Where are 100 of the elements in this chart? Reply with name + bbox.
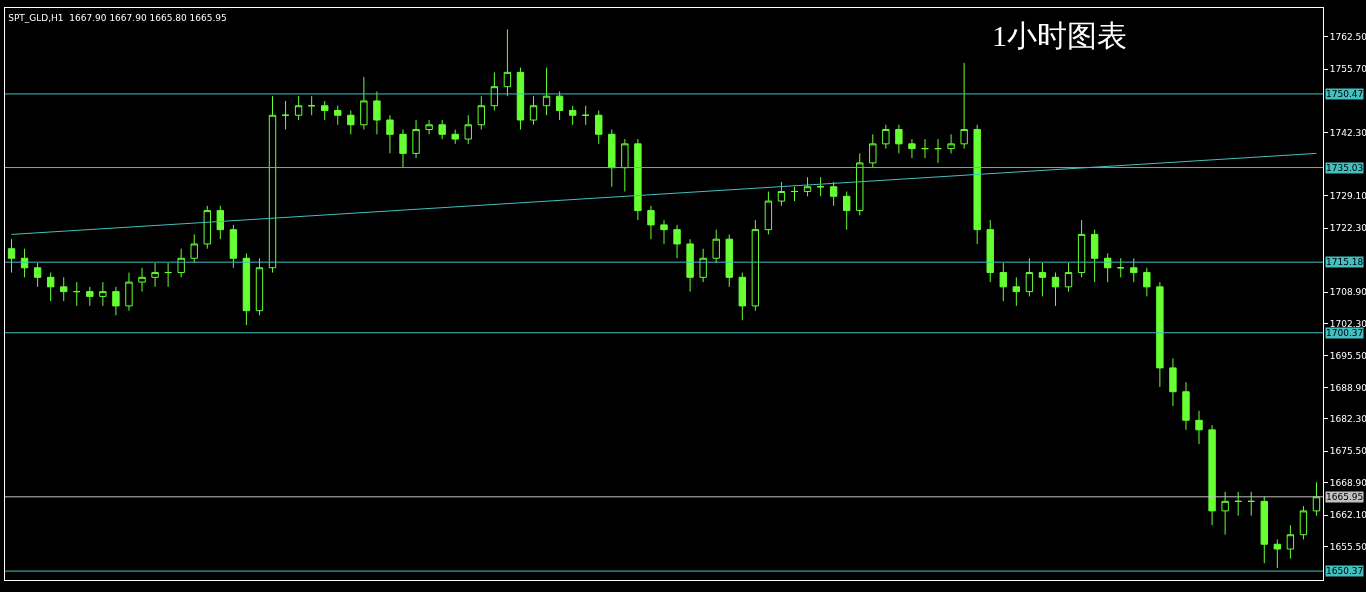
candlestick [373, 90, 381, 135]
candlestick [321, 100, 329, 121]
candlestick [7, 238, 16, 274]
candlestick [516, 67, 525, 131]
candlestick [1286, 524, 1295, 560]
ref-line-label: 1735.03 [1326, 163, 1364, 173]
candlestick [777, 181, 786, 207]
candlestick [477, 95, 485, 131]
candlestick [73, 281, 81, 307]
candlestick [555, 90, 564, 121]
candlestick [399, 129, 407, 169]
candlestick [164, 262, 172, 288]
candlestick [882, 124, 890, 150]
candlestick [190, 233, 198, 264]
candlestick [33, 262, 42, 288]
candlestick [125, 272, 133, 312]
candlestick [46, 272, 55, 302]
candlestick [1064, 262, 1073, 293]
candlestick [86, 286, 94, 307]
candlestick [60, 276, 68, 302]
candlestick [816, 176, 825, 197]
candlestick [1208, 424, 1216, 526]
y-tick-label: 1722.30 [1329, 223, 1366, 234]
candlestick [1090, 229, 1099, 283]
y-tick-label: 1688.90 [1329, 382, 1366, 393]
candlestick [1247, 491, 1255, 517]
candlestick [1130, 257, 1138, 283]
annotation: 1小时图表 [992, 19, 1127, 52]
candlestick [1143, 267, 1151, 297]
ref-line-label: 1700.37 [1326, 328, 1364, 338]
candlestick [973, 124, 981, 245]
candlestick [725, 233, 733, 288]
y-tick-label: 1662.10 [1329, 510, 1366, 521]
candlestick [686, 238, 694, 293]
candlestick [803, 176, 812, 197]
candlestick [1312, 481, 1321, 517]
candlestick [138, 267, 146, 293]
candlestick [1051, 272, 1060, 307]
candlestick [307, 95, 316, 116]
candlestick [634, 138, 642, 221]
candlestick [203, 205, 211, 250]
candlestick [751, 219, 760, 312]
candlestick [1221, 491, 1229, 536]
ref-line-label: 1750.47 [1326, 89, 1364, 99]
candlestick [1182, 381, 1190, 431]
candlestick [412, 119, 420, 159]
y-tick-label: 1762.50 [1329, 31, 1366, 42]
candlestick [216, 205, 225, 240]
candlestick [582, 105, 590, 126]
y-tick-label: 1695.50 [1329, 351, 1366, 362]
candlestick [1012, 276, 1021, 307]
candlestick [386, 114, 394, 154]
candlestick [229, 224, 238, 269]
candlestick [843, 191, 851, 231]
y-tick-label: 1742.30 [1329, 128, 1366, 139]
candlestick [712, 229, 720, 264]
candlestick [268, 95, 277, 274]
candlestick [151, 262, 159, 288]
candlestick [334, 105, 342, 126]
candlestick [1156, 281, 1164, 388]
candlestick [360, 76, 368, 131]
candlestick [1260, 496, 1268, 564]
candlestick [856, 152, 864, 216]
candlestick [112, 286, 120, 316]
ref-line-label: 1715.18 [1326, 257, 1364, 267]
ref-line-label: 1665.95 [1326, 492, 1364, 502]
candlestick [281, 100, 290, 131]
candlestick [177, 248, 185, 278]
candlestick [347, 109, 355, 135]
candlestick [790, 186, 799, 202]
candlestick [869, 133, 877, 169]
candlestick [490, 71, 499, 111]
candlestick [738, 272, 746, 321]
candlestick [1273, 538, 1282, 569]
candlestick [999, 262, 1007, 302]
candlestick [255, 257, 264, 316]
y-tick-label: 1682.30 [1329, 414, 1366, 425]
candlestick [1038, 262, 1047, 297]
candlestick [699, 248, 707, 283]
candlestick [438, 119, 446, 140]
y-tick-label: 1755.70 [1329, 64, 1366, 75]
candlestick [464, 114, 472, 145]
candlestick [1234, 491, 1242, 517]
candlestick [764, 191, 773, 235]
candlestick [529, 95, 538, 126]
candlestick [1117, 257, 1125, 278]
candlestick [568, 105, 577, 126]
candlestick [673, 224, 681, 259]
candlestick [1103, 252, 1112, 283]
candlestick [960, 62, 968, 150]
candlestick [1169, 357, 1177, 407]
y-tick-label: 1708.90 [1329, 287, 1366, 298]
candlestick [1195, 410, 1203, 445]
ref-line-label: 1650.37 [1326, 566, 1364, 576]
candlestick [425, 119, 433, 135]
candlestick [829, 181, 838, 207]
candlestick [294, 95, 303, 121]
y-tick-label: 1702.30 [1329, 318, 1366, 329]
candlestick [1025, 257, 1034, 297]
candlestick [895, 124, 903, 154]
